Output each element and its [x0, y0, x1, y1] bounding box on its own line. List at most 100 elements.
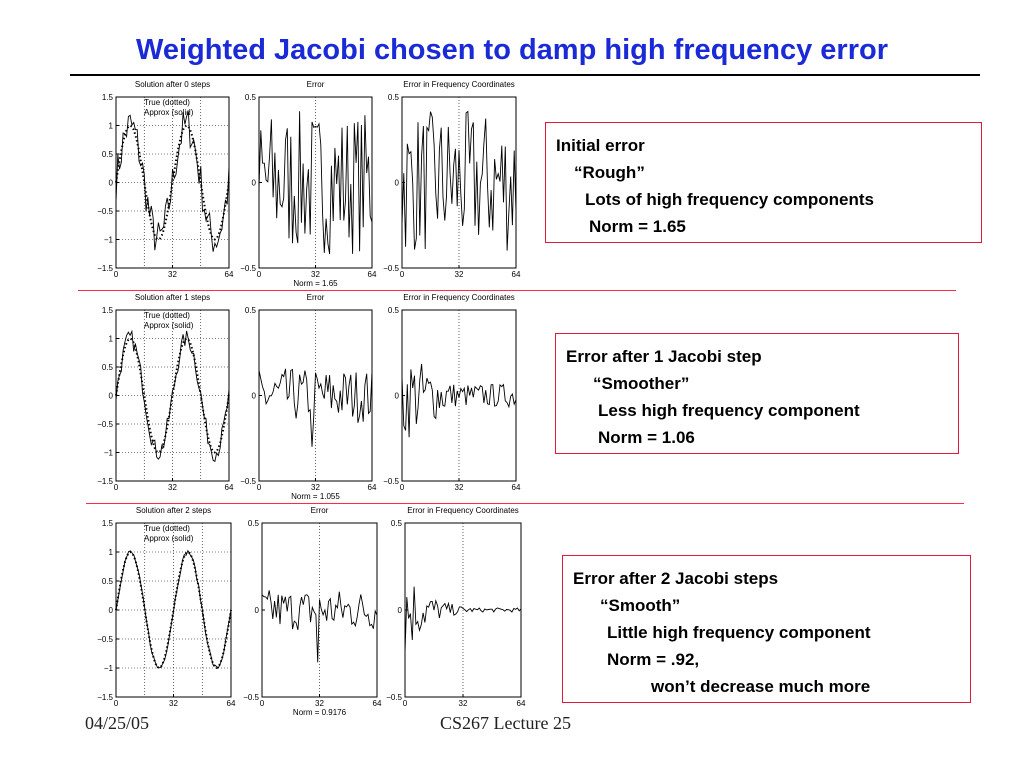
- info-box-step1: Error after 1 Jacobi step “Smoother” Les…: [555, 333, 959, 454]
- box-line: Less high frequency component: [598, 401, 860, 420]
- error-curve: [261, 590, 378, 663]
- legend-approx-label: Approx (solid): [144, 321, 194, 330]
- solution-xtick-label: 32: [168, 483, 177, 492]
- solution-xtick-label: 64: [225, 483, 234, 492]
- true-solution-curve: [115, 124, 230, 241]
- frequency-panel-title: Error in Frequency Coordinates: [403, 293, 515, 302]
- frequency-xtick-label: 32: [455, 483, 464, 492]
- box-line: Little high frequency component: [607, 623, 871, 642]
- solution-ytick-label: 0.5: [102, 150, 114, 159]
- box-line: “Rough”: [574, 163, 645, 182]
- box-heading: Initial error: [556, 136, 645, 155]
- error-xtick-label: 32: [315, 699, 324, 708]
- legend-true-label: True (dotted): [144, 524, 190, 533]
- solution-ytick-label: 1.5: [102, 93, 114, 102]
- error-ytick-label: 0.5: [245, 306, 257, 315]
- legend-true-label: True (dotted): [144, 98, 190, 107]
- solution-ytick-label: 0.5: [102, 577, 114, 586]
- solution-xtick-label: 32: [168, 270, 177, 279]
- solution-xtick-label: 64: [225, 270, 234, 279]
- solution-ytick-label: −1: [104, 664, 114, 673]
- info-box-initial: Initial error “Rough” Lots of high frequ…: [545, 122, 982, 243]
- error-ytick-label: −0.5: [240, 477, 256, 486]
- solution-ytick-label: 0: [109, 179, 114, 188]
- solution-ytick-label: 0.5: [102, 363, 114, 372]
- box-line: “Smoother”: [593, 374, 690, 393]
- solution-panel-title: Solution after 2 steps: [136, 506, 211, 515]
- error-xtick-label: 64: [368, 483, 377, 492]
- solution-xtick-label: 0: [114, 699, 119, 708]
- info-box-step2: Error after 2 Jacobi steps “Smooth” Litt…: [562, 555, 971, 703]
- approx-solution-curve: [115, 549, 232, 669]
- error-xtick-label: 32: [311, 483, 320, 492]
- frequency-ytick-label: −0.5: [386, 693, 402, 702]
- solution-xtick-label: 0: [114, 483, 119, 492]
- frequency-xtick-label: 32: [455, 270, 464, 279]
- error-ytick-label: −0.5: [240, 264, 256, 273]
- frequency-xtick-label: 64: [512, 270, 521, 279]
- solution-ytick-label: −1.5: [97, 477, 113, 486]
- error-panel-title: Error: [311, 506, 329, 515]
- frequency-ytick-label: 0.5: [388, 306, 400, 315]
- box-line: Lots of high frequency components: [585, 190, 875, 209]
- solution-ytick-label: −1: [104, 236, 114, 245]
- solution-ytick-label: −1.5: [97, 693, 113, 702]
- error-xtick-label: 32: [311, 270, 320, 279]
- frequency-xtick-label: 32: [459, 699, 468, 708]
- error-xtick-label: 0: [257, 270, 262, 279]
- solution-ytick-label: 1: [109, 122, 114, 131]
- box-line: Norm = 1.65: [589, 217, 686, 236]
- error-ytick-label: 0: [252, 179, 257, 188]
- error-ytick-label: −0.5: [243, 693, 259, 702]
- row-divider-2: [86, 503, 964, 504]
- solution-panel-title: Solution after 1 steps: [135, 293, 210, 302]
- box-line: Norm = 1.06: [598, 428, 695, 447]
- error-norm-label: Norm = 0.9176: [293, 708, 347, 717]
- frequency-xtick-label: 0: [400, 483, 405, 492]
- frequency-error-curve: [404, 586, 522, 653]
- frequency-ytick-label: 0: [395, 392, 400, 401]
- error-curve: [258, 368, 373, 447]
- error-panel-title: Error: [307, 293, 325, 302]
- solution-ytick-label: 0: [109, 392, 114, 401]
- error-xtick-label: 64: [373, 699, 382, 708]
- box-line: won’t decrease much more: [651, 677, 871, 696]
- legend-true-label: True (dotted): [144, 311, 190, 320]
- solution-ytick-label: −0.5: [97, 207, 113, 216]
- error-norm-label: Norm = 1.055: [291, 492, 340, 501]
- solution-ytick-label: −0.5: [97, 635, 113, 644]
- box-heading: Error after 2 Jacobi steps: [573, 569, 779, 588]
- frequency-ytick-label: 0.5: [391, 519, 403, 528]
- solution-ytick-label: 0: [109, 606, 114, 615]
- frequency-ytick-label: 0: [395, 179, 400, 188]
- legend-approx-label: Approx (solid): [144, 108, 194, 117]
- frequency-ytick-label: −0.5: [383, 477, 399, 486]
- legend-approx-label: Approx (solid): [144, 534, 194, 543]
- frequency-xtick-label: 0: [400, 270, 405, 279]
- error-ytick-label: 0: [255, 606, 260, 615]
- error-ytick-label: 0: [252, 392, 257, 401]
- frequency-xtick-label: 64: [517, 699, 526, 708]
- title-underline: [70, 74, 980, 76]
- frequency-panel-title: Error in Frequency Coordinates: [403, 80, 515, 89]
- approx-solution-curve: [115, 111, 230, 252]
- frequency-ytick-label: −0.5: [383, 264, 399, 273]
- error-xtick-label: 0: [257, 483, 262, 492]
- solution-xtick-label: 64: [227, 699, 236, 708]
- row-divider-1: [78, 290, 956, 291]
- solution-xtick-label: 0: [114, 270, 119, 279]
- solution-panel-title: Solution after 0 steps: [135, 80, 210, 89]
- box-line: “Smooth”: [600, 596, 681, 615]
- box-line: Norm = .92,: [607, 650, 700, 669]
- solution-ytick-label: −0.5: [97, 420, 113, 429]
- frequency-xtick-label: 0: [403, 699, 408, 708]
- error-panel-title: Error: [307, 80, 325, 89]
- solution-ytick-label: 1.5: [102, 306, 114, 315]
- box-heading: Error after 1 Jacobi step: [566, 347, 762, 366]
- frequency-panel-title: Error in Frequency Coordinates: [407, 506, 519, 515]
- footer-date: 04/25/05: [85, 713, 150, 733]
- error-ytick-label: 0.5: [248, 519, 260, 528]
- solution-ytick-label: −1: [104, 449, 114, 458]
- frequency-error-curve: [401, 110, 517, 251]
- slide-title: Weighted Jacobi chosen to damp high freq…: [136, 34, 888, 66]
